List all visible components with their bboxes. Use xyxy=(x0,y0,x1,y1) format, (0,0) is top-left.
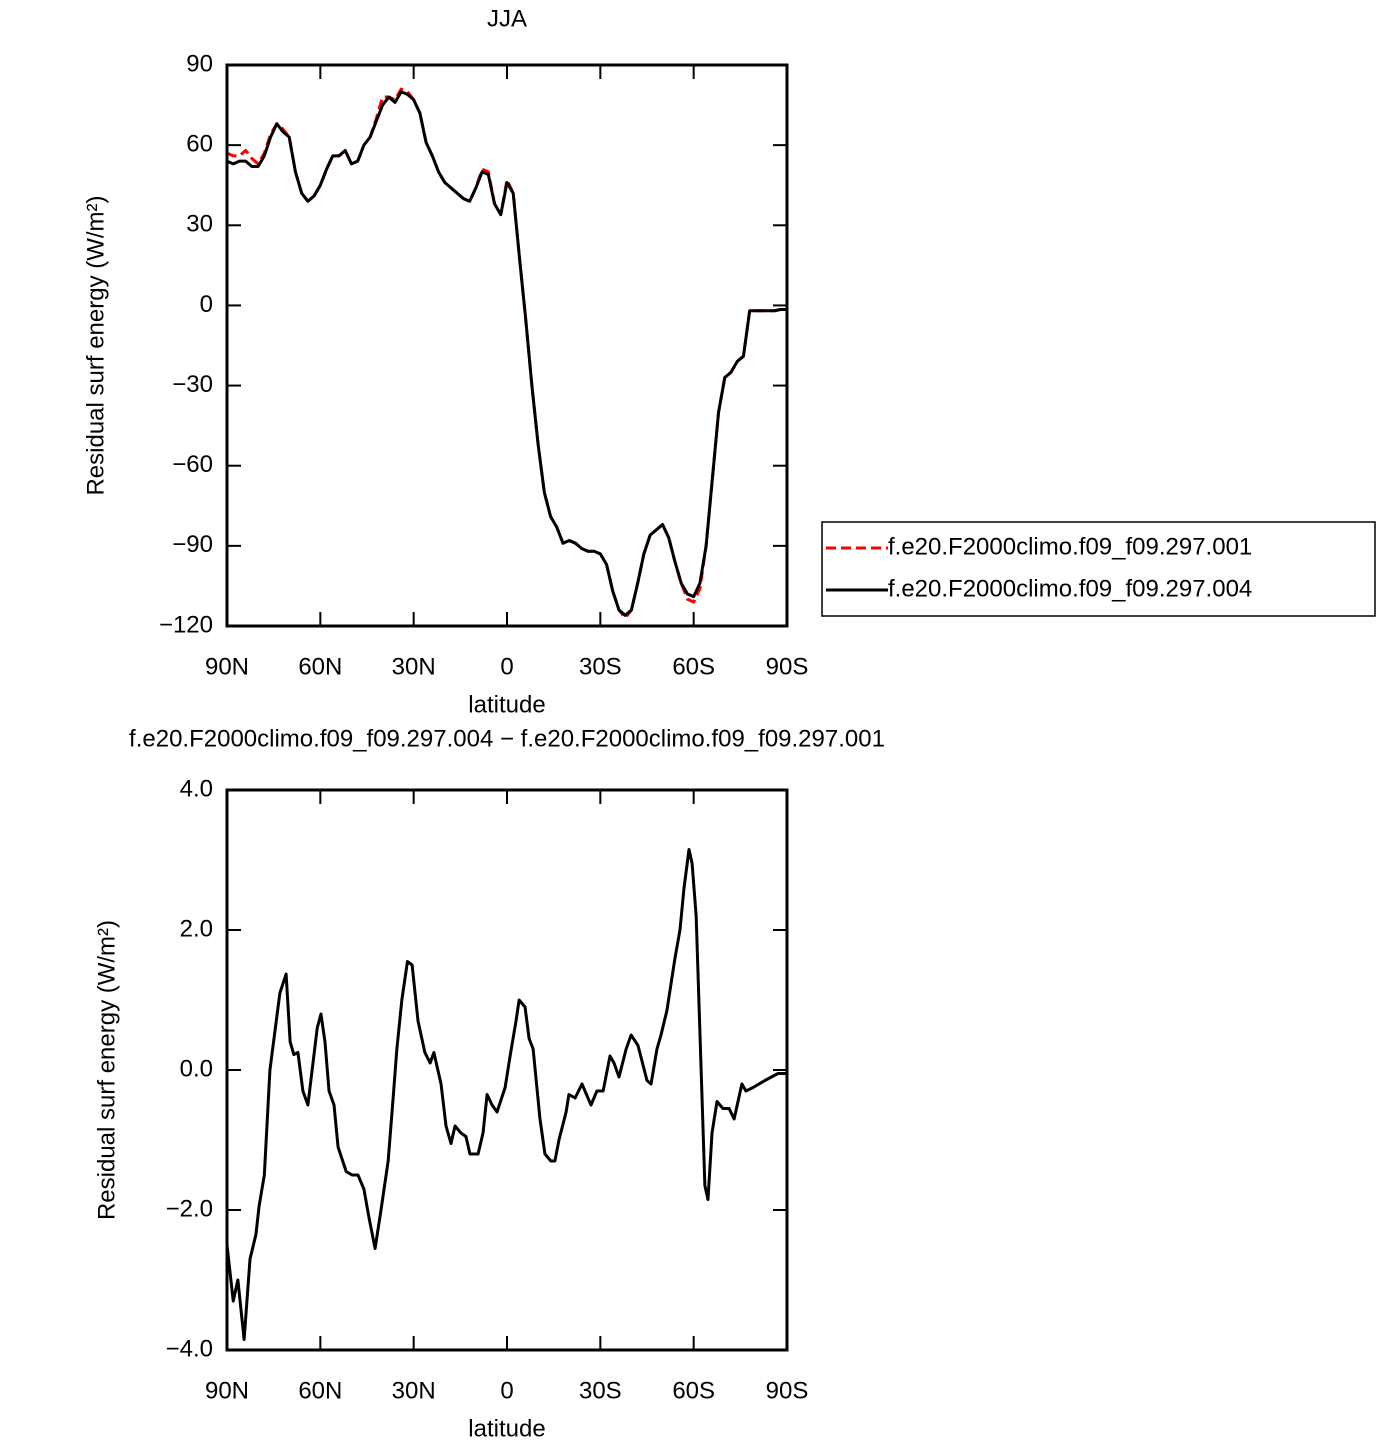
y-tick-label: 2.0 xyxy=(180,915,213,942)
x-tick-label: 60N xyxy=(298,1377,342,1404)
x-tick-label: 90S xyxy=(766,1377,809,1404)
data-line xyxy=(226,87,787,620)
y-tick-label: 60 xyxy=(186,130,213,157)
x-tick-label: 30S xyxy=(579,653,622,680)
x-tick-label: 0 xyxy=(500,653,513,680)
y-tick-label: 30 xyxy=(186,211,213,238)
y-tick-label: 0 xyxy=(200,291,213,318)
y-tick-label: −60 xyxy=(172,451,213,478)
x-axis-label: latitude xyxy=(468,1415,545,1442)
chart-title: JJA xyxy=(487,5,527,32)
x-tick-label: 60S xyxy=(672,1377,715,1404)
y-axis-label: Residual surf energy (W/m²) xyxy=(82,195,109,495)
x-tick-label: 30N xyxy=(392,1377,436,1404)
legend-box xyxy=(821,521,1376,617)
y-tick-label: 0.0 xyxy=(180,1055,213,1082)
y-tick-label: −30 xyxy=(172,371,213,398)
y-tick-label: −4.0 xyxy=(166,1335,213,1362)
x-tick-label: 30N xyxy=(392,653,436,680)
x-tick-label: 0 xyxy=(500,1377,513,1404)
legend-label: f.e20.F2000climo.f09_f09.297.004 xyxy=(888,575,1252,602)
legend-label: f.e20.F2000climo.f09_f09.297.001 xyxy=(888,533,1252,560)
plot-frame xyxy=(225,63,789,628)
data-line xyxy=(225,848,787,1341)
x-tick-label: 60N xyxy=(298,653,342,680)
chart-title: f.e20.F2000climo.f09_f09.297.004 − f.e20… xyxy=(129,725,885,752)
x-tick-label: 90N xyxy=(205,1377,249,1404)
x-tick-label: 90S xyxy=(766,653,809,680)
x-tick-label: 90N xyxy=(205,653,249,680)
y-tick-label: 4.0 xyxy=(180,775,213,802)
x-axis-label: latitude xyxy=(468,691,545,718)
y-axis-label: Residual surf energy (W/m²) xyxy=(93,920,120,1220)
data-line xyxy=(226,90,787,617)
plot-frame xyxy=(225,788,789,1352)
y-tick-label: −120 xyxy=(159,611,213,638)
x-tick-label: 60S xyxy=(672,653,715,680)
x-tick-label: 30S xyxy=(579,1377,622,1404)
y-tick-label: −90 xyxy=(172,531,213,558)
y-tick-label: −2.0 xyxy=(166,1195,213,1222)
y-tick-label: 90 xyxy=(186,50,213,77)
